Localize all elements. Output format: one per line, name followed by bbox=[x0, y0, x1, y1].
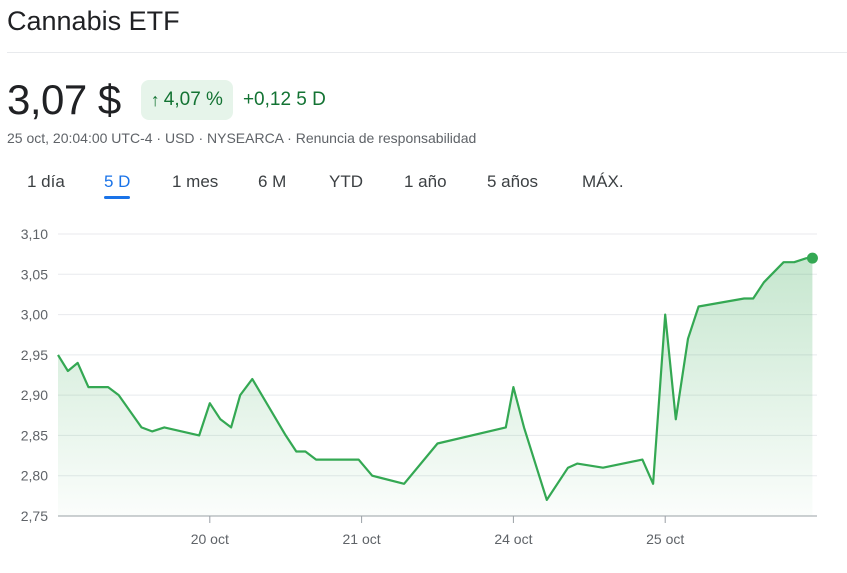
tab-1-month[interactable]: 1 mes bbox=[172, 172, 219, 191]
x-tick-label: 21 oct bbox=[343, 531, 381, 547]
y-tick-label: 2,90 bbox=[21, 387, 48, 403]
y-tick-label: 2,85 bbox=[21, 427, 48, 443]
quote-exchange: NYSEARCA bbox=[207, 130, 284, 146]
tab-ytd[interactable]: YTD bbox=[329, 172, 363, 191]
x-tick-label: 24 oct bbox=[494, 531, 532, 547]
arrow-up-icon: ↑ bbox=[150, 89, 160, 110]
y-tick-label: 2,75 bbox=[21, 508, 48, 524]
header-divider bbox=[7, 52, 847, 53]
quote-meta: 25 oct, 20:04:00 UTC-4 · USD · NYSEARCA … bbox=[7, 130, 476, 146]
change-percent-badge: ↑ 4,07 % bbox=[140, 80, 233, 120]
page-title: Cannabis ETF bbox=[7, 6, 180, 36]
change-absolute-value: +0,12 bbox=[242, 89, 292, 110]
y-tick-label: 3,00 bbox=[21, 307, 48, 323]
y-tick-label: 3,05 bbox=[21, 266, 48, 282]
tab-1-day[interactable]: 1 día bbox=[27, 172, 65, 191]
tab-6-months[interactable]: 6 M bbox=[258, 172, 287, 191]
price-chart[interactable]: 3,10 3,05 3,00 2,95 2,90 2,85 2,80 2,75 20 oct 21… bbox=[0, 215, 847, 573]
disclaimer-link[interactable]: Renuncia de responsabilidad bbox=[295, 130, 477, 146]
tab-5-years[interactable]: 5 años bbox=[487, 172, 539, 191]
meta-separator: · bbox=[156, 130, 162, 146]
last-price-marker bbox=[806, 252, 818, 264]
price-row: 3,07 $ ↑ 4,07 % +0,12 5 D bbox=[7, 76, 326, 124]
y-tick-label: 2,80 bbox=[21, 468, 48, 484]
x-tick-label: 25 oct bbox=[646, 531, 684, 547]
series-line bbox=[57, 257, 813, 501]
quote-currency: USD bbox=[164, 130, 195, 146]
y-tick-label: 2,95 bbox=[21, 347, 48, 363]
x-tick-label: 20 oct bbox=[191, 531, 229, 547]
meta-separator: · bbox=[287, 130, 292, 146]
y-tick-label: 3,10 bbox=[21, 226, 48, 242]
tab-max[interactable]: MÁX. bbox=[582, 172, 624, 191]
change-period: 5 D bbox=[296, 89, 326, 110]
meta-separator: · bbox=[198, 130, 204, 146]
change-absolute: +0,12 5 D bbox=[243, 89, 326, 111]
tab-1-year[interactable]: 1 año bbox=[404, 172, 447, 191]
current-price: 3,07 $ bbox=[7, 76, 121, 123]
tab-5-days[interactable]: 5 D bbox=[104, 172, 131, 199]
series-area-fill bbox=[58, 258, 813, 516]
change-percent-value: 4,07 % bbox=[163, 89, 223, 110]
quote-timestamp: 25 oct, 20:04:00 UTC-4 bbox=[7, 130, 153, 146]
